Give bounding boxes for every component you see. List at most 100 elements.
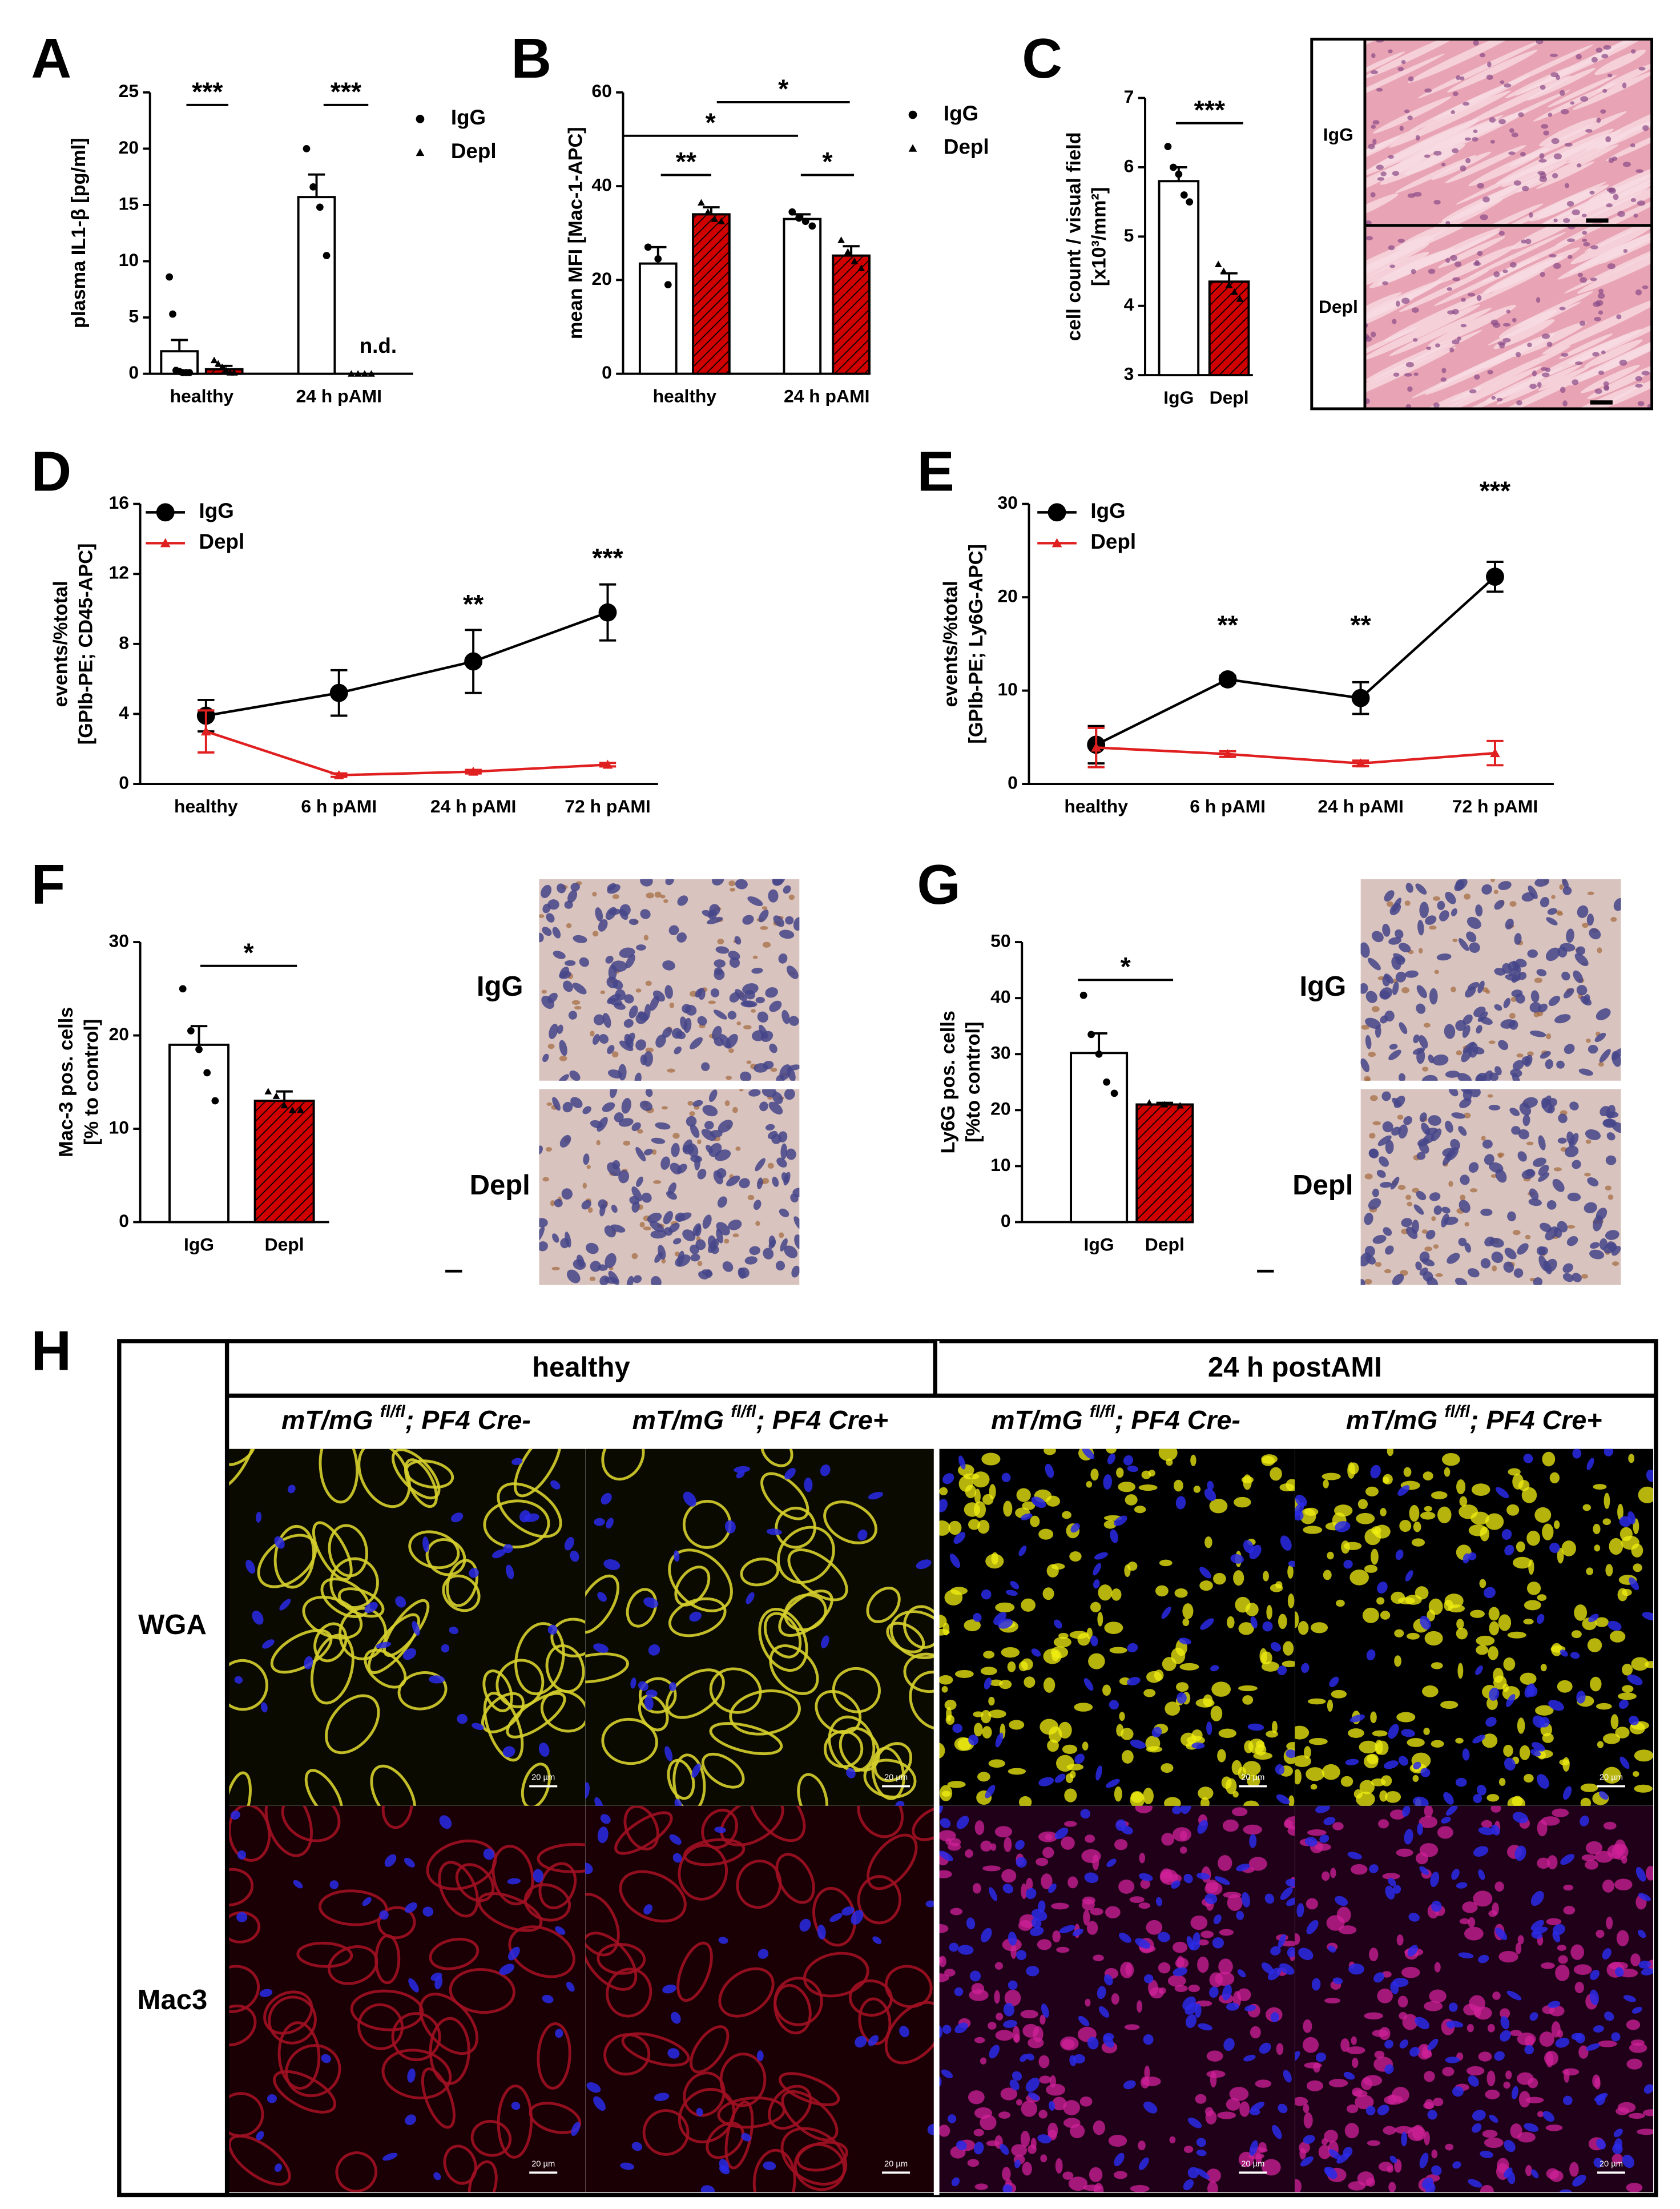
texture [713, 1009, 727, 1020]
data-point [1110, 1089, 1118, 1097]
texture [1356, 1791, 1375, 1806]
texture [1509, 901, 1517, 907]
texture [851, 1910, 864, 1925]
texture [1335, 1896, 1348, 1906]
texture [1401, 297, 1410, 304]
texture [1364, 136, 1400, 167]
texture [539, 932, 544, 943]
texture [1069, 1631, 1089, 1639]
texture [1596, 2138, 1606, 2150]
texture [1236, 1864, 1250, 1872]
texture [866, 1587, 901, 1623]
texture [1561, 353, 1569, 357]
texture [817, 1924, 826, 1940]
texture [1532, 1157, 1546, 1167]
genotype: mT/mG fl/fl; PF4 Cre+ [632, 1402, 888, 1435]
texture [1064, 1788, 1077, 1802]
bar [297, 196, 336, 375]
texture [1278, 1934, 1286, 1948]
texture [1390, 1176, 1400, 1190]
texture [408, 1978, 419, 1993]
texture [1486, 1794, 1500, 1802]
texture [708, 1089, 718, 1103]
texture [1172, 1805, 1182, 1814]
texture [1452, 308, 1459, 315]
texture [1527, 949, 1538, 958]
texture [770, 1068, 777, 1072]
texture [1193, 1485, 1201, 1493]
texture [1510, 1069, 1522, 1077]
texture [1467, 916, 1481, 930]
texture [1637, 200, 1646, 206]
bar [1208, 280, 1250, 377]
texture [752, 955, 758, 959]
texture [734, 936, 742, 945]
texture [981, 1589, 992, 1600]
y-tick-label: 6 [1124, 155, 1134, 176]
texture [407, 2068, 416, 2083]
texture [1021, 1658, 1033, 1671]
data-point [1490, 748, 1500, 758]
texture [321, 2054, 331, 2063]
texture [1204, 1882, 1223, 1896]
texture [1397, 1995, 1408, 2008]
texture [1173, 1479, 1183, 1492]
annotation: *** [1480, 476, 1511, 505]
texture [1581, 239, 1588, 242]
texture [1395, 956, 1405, 965]
texture [547, 1044, 555, 1049]
texture [1067, 1876, 1078, 1889]
texture [1021, 1598, 1036, 1612]
texture [1002, 1884, 1014, 1894]
bar [1158, 180, 1200, 377]
data-point [654, 255, 662, 263]
texture [1276, 2043, 1284, 2055]
texture [1063, 2118, 1081, 2128]
texture [1500, 80, 1505, 85]
texture [736, 1860, 782, 1909]
texture [589, 1276, 596, 1281]
texture [754, 1063, 768, 1073]
texture [1419, 948, 1423, 954]
significance-label: *** [331, 77, 362, 107]
texture [1574, 361, 1583, 365]
texture [1371, 331, 1376, 338]
texture [1480, 2184, 1494, 2192]
texture [1460, 1174, 1470, 1185]
texture [585, 1652, 629, 1684]
texture [1249, 2140, 1258, 2156]
texture [1420, 1616, 1431, 1630]
texture [664, 1746, 673, 1762]
texture [1551, 138, 1560, 144]
texture [1518, 2091, 1530, 2108]
texture [1605, 1111, 1619, 1118]
texture [640, 909, 651, 919]
texture [1512, 1060, 1524, 1071]
texture [1538, 1172, 1550, 1182]
texture [1372, 138, 1377, 145]
texture [1467, 232, 1566, 279]
texture [1560, 1854, 1575, 1865]
texture [469, 1568, 479, 1578]
texture [1239, 2101, 1250, 2117]
texture [1500, 2030, 1511, 2042]
texture [1295, 2179, 1302, 2192]
texture [631, 1122, 641, 1132]
texture [1502, 269, 1508, 273]
texture [689, 1111, 695, 1116]
texture [1551, 895, 1556, 899]
texture [630, 1677, 636, 1689]
texture [757, 1011, 768, 1023]
texture [1405, 883, 1413, 893]
texture [599, 1034, 609, 1044]
texture [1606, 1241, 1617, 1252]
texture [1384, 2095, 1404, 2105]
texture [1056, 1946, 1070, 1953]
texture [986, 2140, 1000, 2147]
texture [988, 1696, 995, 1706]
texture [1028, 2037, 1044, 2049]
texture [1395, 929, 1404, 939]
micrograph [539, 1089, 800, 1285]
x-tick-label: 6 h pAMI [1190, 796, 1266, 816]
texture [1481, 367, 1600, 408]
